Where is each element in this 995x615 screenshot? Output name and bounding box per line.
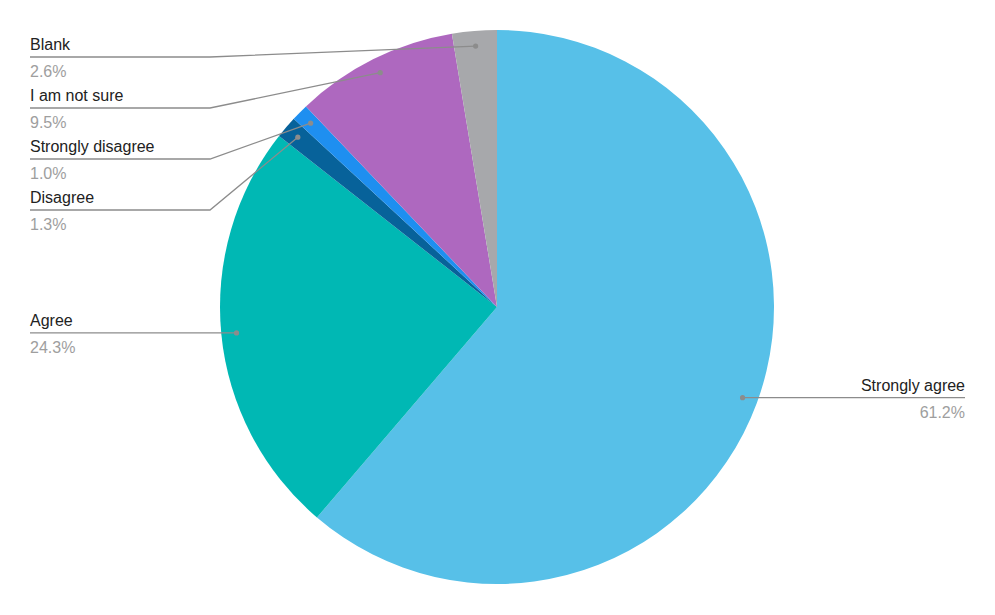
- chart: Blank 2.6% I am not sure 9.5% Strongly disag…: [0, 0, 995, 615]
- leader-line: [30, 332, 237, 333]
- leader-dot: [295, 135, 300, 140]
- leader-line: [30, 73, 380, 108]
- leader-dot: [378, 70, 383, 75]
- slice-label: Blank: [30, 36, 71, 53]
- data-labels: Blank 2.6% I am not sure 9.5% Strongly disag…: [30, 36, 965, 421]
- leader-dot: [473, 44, 478, 49]
- slice-label: I am not sure: [30, 87, 123, 104]
- pie-slice: [452, 30, 497, 307]
- leader-dot: [740, 395, 745, 400]
- slices: [220, 30, 774, 584]
- leader-line: [30, 123, 311, 159]
- slice-label: Agree: [30, 312, 73, 329]
- value-label: 2.6%: [30, 63, 66, 80]
- value-label: 1.0%: [30, 165, 66, 182]
- leader-line: [743, 397, 965, 398]
- slice-label: Strongly disagree: [30, 138, 155, 155]
- leader-line: [30, 137, 298, 210]
- value-label: 1.3%: [30, 216, 66, 233]
- slice-label: Strongly agree: [861, 377, 965, 394]
- slice-label: Disagree: [30, 189, 94, 206]
- leader-dot: [308, 121, 313, 126]
- value-label: 61.2%: [920, 404, 965, 421]
- value-label: 9.5%: [30, 114, 66, 131]
- leader-line: [30, 46, 476, 57]
- leader-dot: [234, 330, 239, 335]
- value-label: 24.3%: [30, 339, 75, 356]
